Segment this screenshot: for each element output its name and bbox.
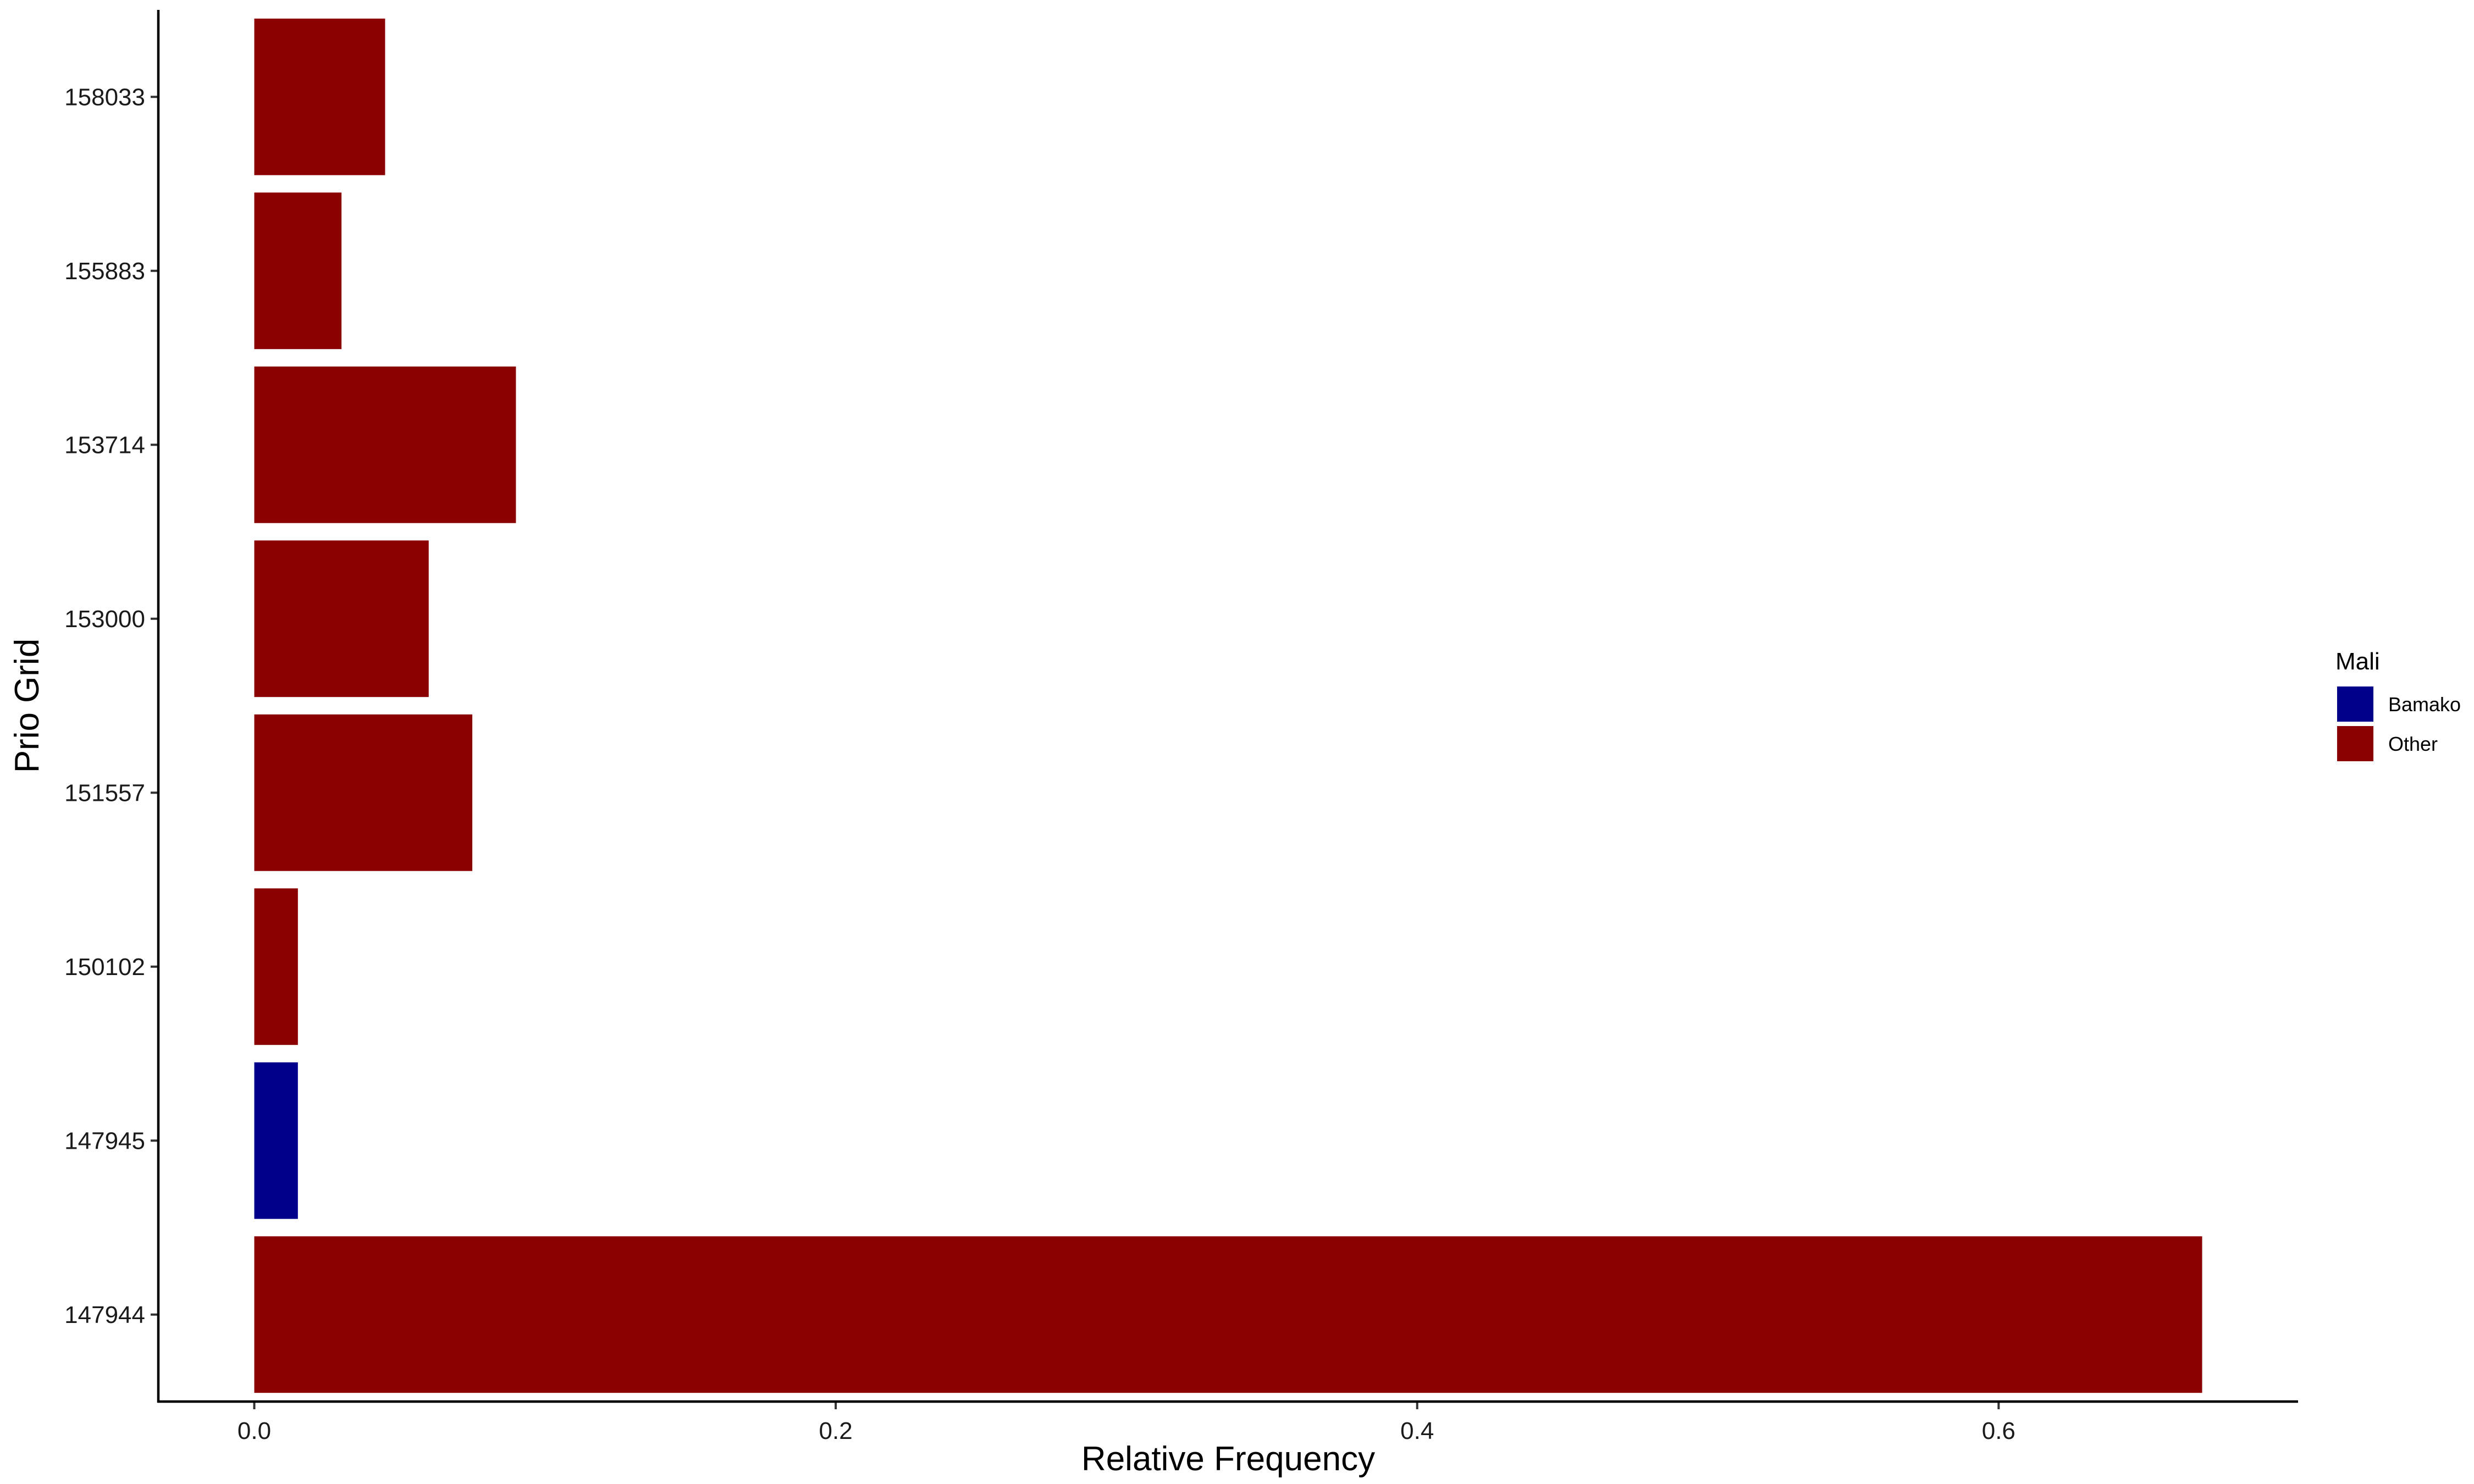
bar-153714 [254, 366, 516, 523]
y-tick-label: 158033 [64, 84, 145, 110]
bar-153000 [254, 540, 429, 697]
x-axis-ticks: 0.0 0.2 0.4 0.6 [238, 1402, 2015, 1444]
bar-151557 [254, 714, 473, 871]
y-tick-label: 147944 [64, 1302, 145, 1328]
y-tick-label: 150102 [64, 954, 145, 981]
legend: Mali Bamako Other [2335, 648, 2461, 762]
legend-key-bamako [2336, 685, 2374, 723]
legend-label-bamako: Bamako [2388, 693, 2461, 716]
bar-147944 [254, 1236, 2202, 1393]
y-tick-label: 147945 [64, 1127, 145, 1154]
legend-key-other [2336, 725, 2374, 762]
bar-147945 [254, 1062, 298, 1219]
y-tick-label: 151557 [64, 779, 145, 806]
y-tick-label: 153714 [64, 431, 145, 458]
y-axis-title: Prio Grid [8, 639, 46, 773]
x-tick-label: 0.2 [819, 1417, 853, 1444]
legend-label-other: Other [2388, 733, 2438, 755]
x-tick-label: 0.4 [1400, 1417, 1434, 1444]
bar-150102 [254, 888, 298, 1045]
y-axis-ticks: 147944 147945 150102 151557 153000 153714 1558… [64, 84, 158, 1328]
bars-group [254, 18, 2202, 1393]
bar-155883 [254, 192, 342, 350]
x-tick-label: 0.0 [238, 1417, 271, 1444]
y-tick-label: 155883 [64, 258, 145, 285]
legend-title: Mali [2335, 648, 2380, 675]
x-axis-title: Relative Frequency [1081, 1440, 1375, 1478]
y-tick-label: 153000 [64, 606, 145, 633]
bar-158033 [254, 18, 385, 175]
x-tick-label: 0.6 [1982, 1417, 2015, 1444]
